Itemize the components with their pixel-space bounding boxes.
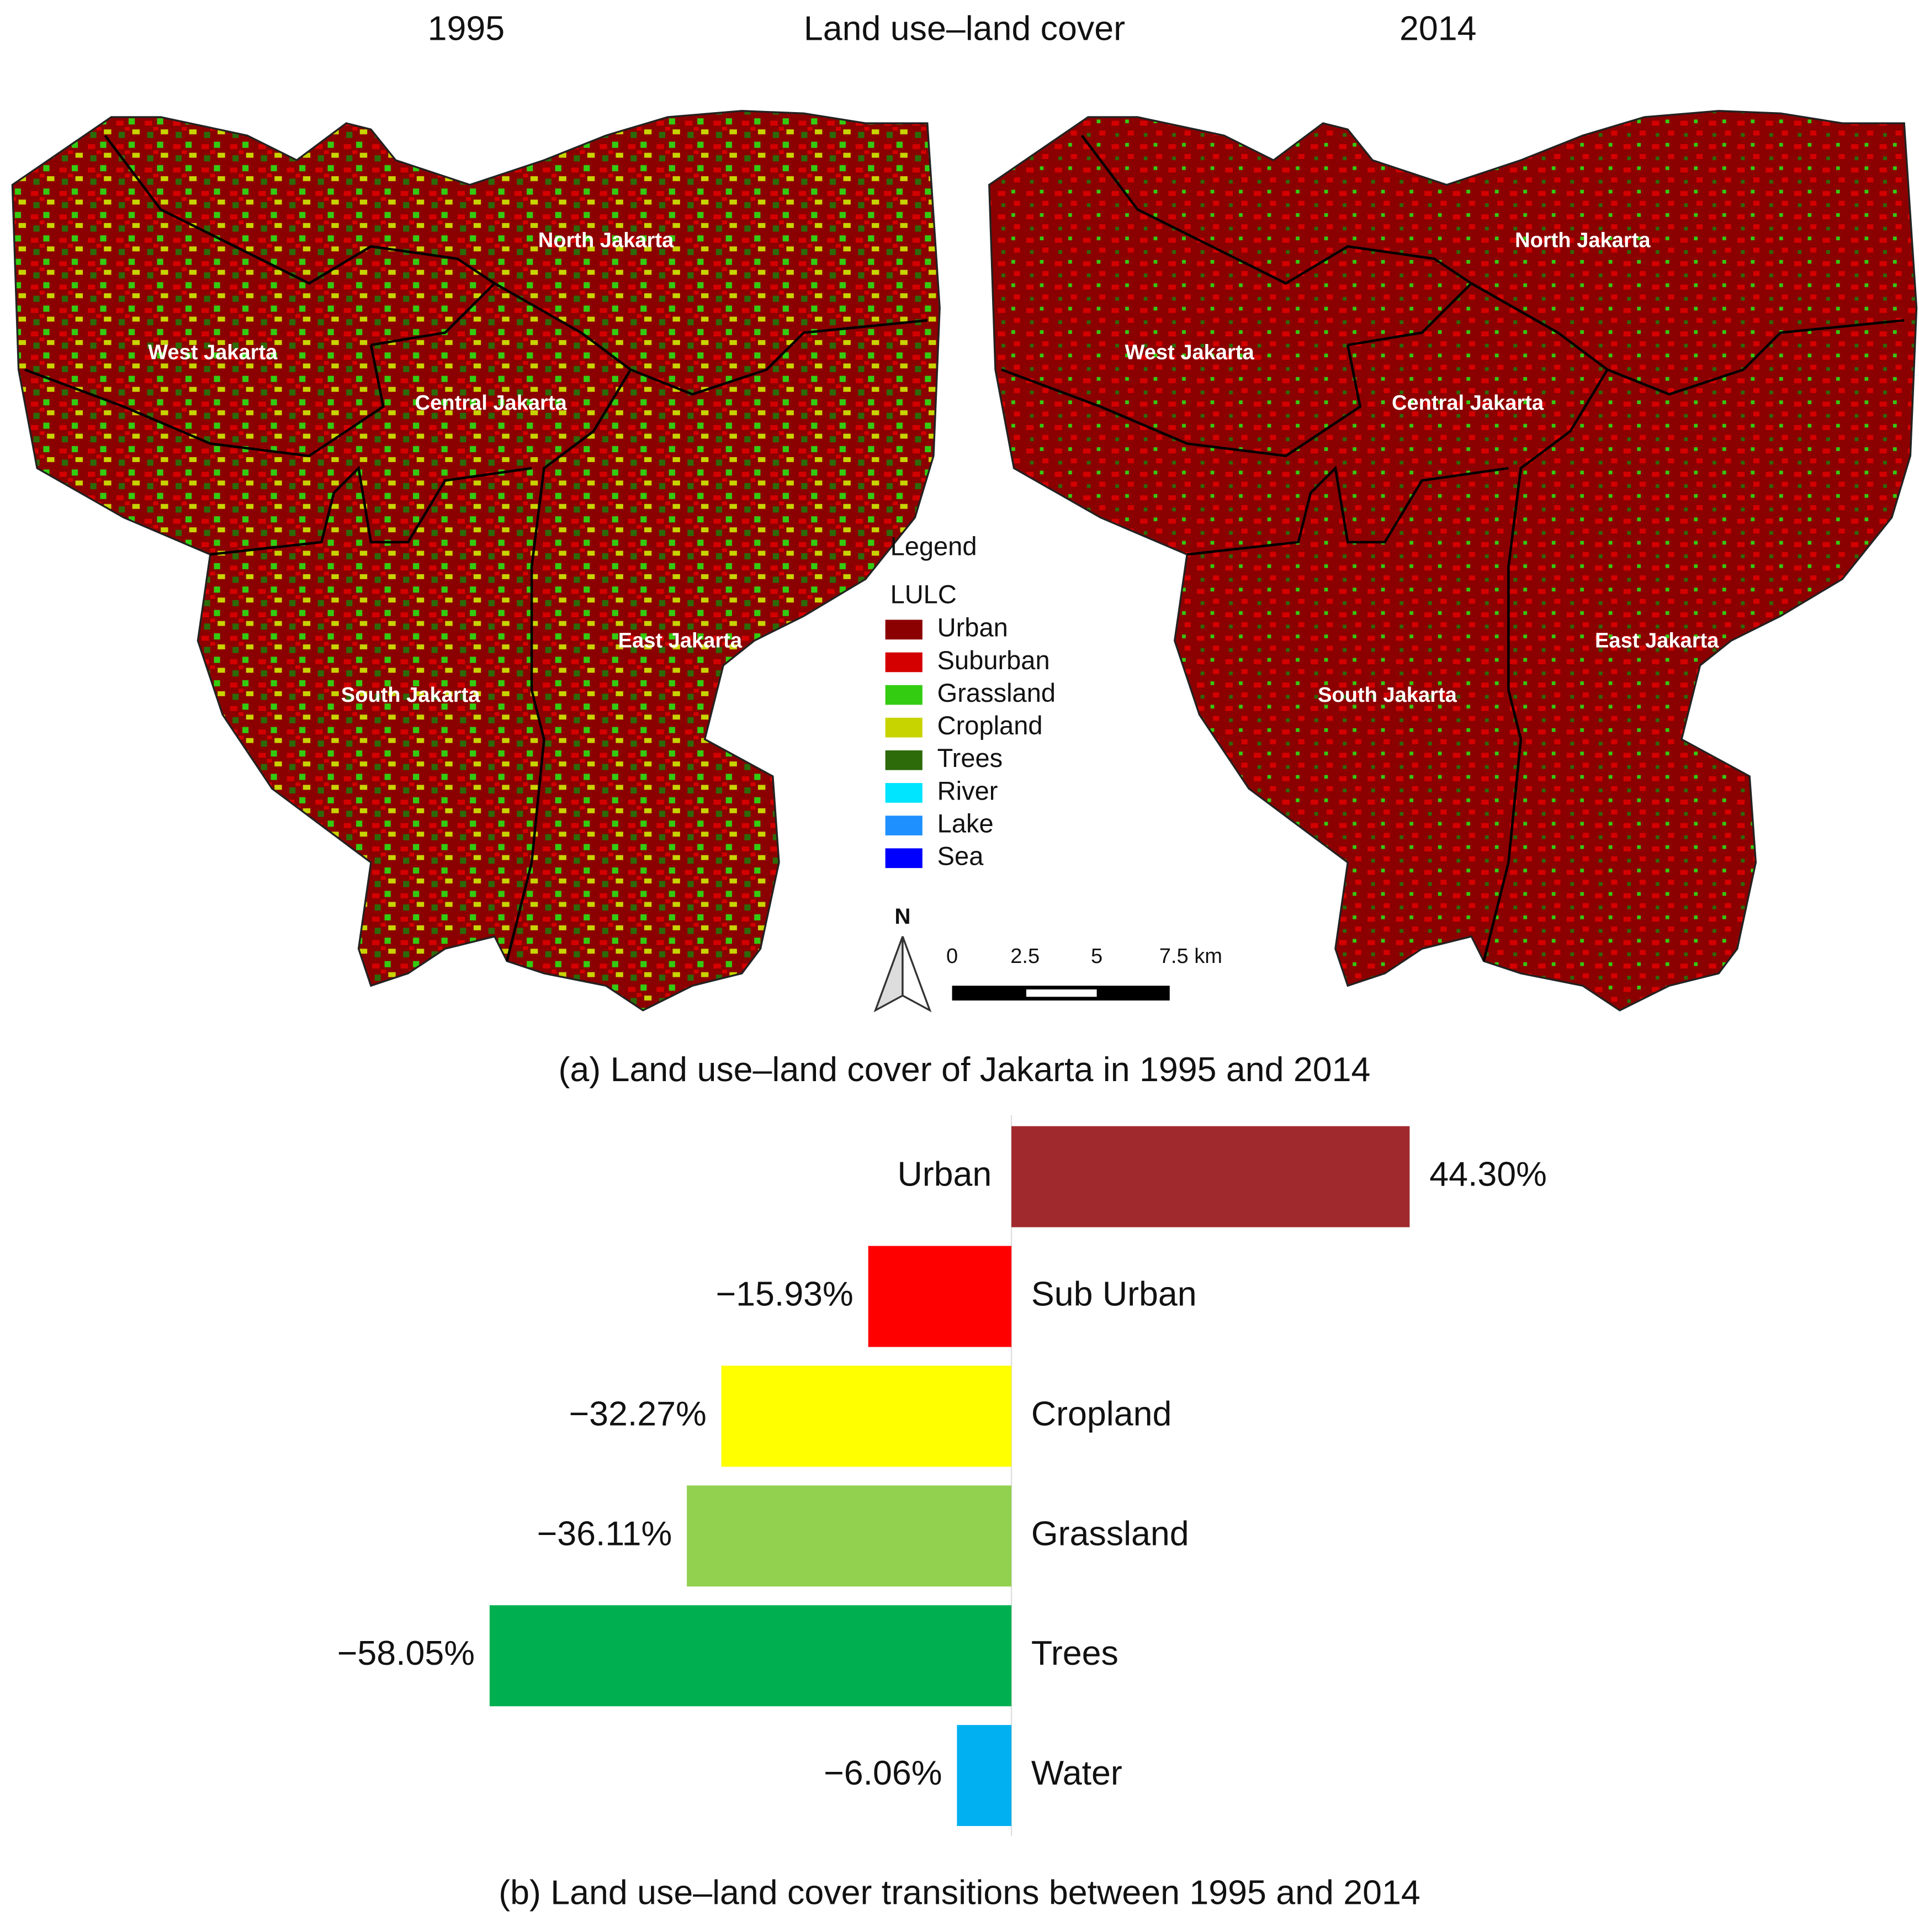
district-border [370, 282, 496, 347]
legend-label: Cropland [937, 711, 1043, 740]
legend-swatch [885, 848, 923, 869]
bar [868, 1246, 1012, 1347]
scale-bar [1026, 989, 1097, 997]
legend-label: Trees [937, 744, 1003, 772]
legend-swatch [885, 816, 923, 835]
north-arrow [873, 936, 904, 1013]
scale-label: 5 [1091, 945, 1102, 968]
district-label: South Jakarta [341, 684, 481, 707]
district-border [1186, 465, 1509, 556]
legend-label: Urban [937, 613, 1008, 642]
category-label: Cropland [1031, 1394, 1171, 1433]
year-right: 2014 [1400, 9, 1476, 47]
legend-label: Sea [937, 842, 984, 871]
legend-swatch [885, 717, 923, 738]
year-left: 1995 [428, 9, 505, 47]
scale-label: 0 [946, 945, 958, 968]
legend-swatch [885, 685, 923, 705]
district-label: Central Jakarta [1392, 391, 1544, 415]
district-border [104, 135, 927, 396]
north-label: N [894, 904, 910, 929]
category-label: Water [1031, 1754, 1122, 1792]
legend-swatch [885, 620, 923, 640]
scale-label: 7.5 km [1159, 945, 1222, 968]
district-label: Central Jakarta [415, 391, 568, 415]
legend-label: Grassland [937, 679, 1056, 707]
legend-title: Legend [890, 532, 977, 560]
district-label: South Jakarta [1318, 684, 1457, 707]
bar [957, 1725, 1012, 1827]
district-label: East Jakarta [618, 629, 743, 653]
category-label: Sub Urban [1031, 1275, 1197, 1314]
bar [721, 1365, 1012, 1467]
district-border [1080, 135, 1905, 396]
district-border [210, 465, 532, 556]
legend: Urban Suburban Grassland Cropland Trees River… [885, 613, 1056, 871]
caption-a: (a) Land use–land cover of Jakarta in 19… [559, 1050, 1371, 1089]
value-label: −36.11% [537, 1514, 672, 1553]
district-label: West Jakarta [148, 341, 278, 364]
legend-subtitle: LULC [890, 580, 957, 609]
legend-label: Suburban [937, 646, 1050, 675]
district-border [1001, 345, 1362, 457]
district-border [24, 345, 385, 457]
map-area [988, 110, 1918, 1012]
bar [1011, 1126, 1410, 1227]
district-label: North Jakarta [1515, 229, 1651, 252]
legend-swatch [885, 783, 923, 803]
district-label: East Jakarta [1595, 629, 1719, 653]
scale-labels: 0 2.5 5 7.5 km [946, 945, 1222, 968]
district-label: West Jakarta [1125, 341, 1254, 364]
district-border [1347, 282, 1472, 347]
value-label: −58.05% [337, 1634, 475, 1672]
legend-label: River [937, 776, 998, 805]
bar [687, 1485, 1012, 1587]
scale-label: 2.5 [1010, 945, 1040, 968]
category-label: Trees [1031, 1634, 1118, 1672]
bar-chart: Urban 44.30% Sub Urban −15.93% Cropland −32.2… [337, 1115, 1547, 1836]
bar [489, 1605, 1012, 1707]
value-label: −6.06% [824, 1754, 942, 1792]
legend-swatch [885, 652, 923, 673]
figure-title: Land use–land cover [804, 9, 1125, 47]
district-border [1482, 369, 1609, 962]
value-label: −32.27% [569, 1394, 707, 1433]
maps: North Jakarta West Jakarta Central Jakarta… [11, 110, 1918, 1012]
category-label: Grassland [1031, 1514, 1189, 1553]
legend-label: Lake [937, 809, 994, 838]
district-border [506, 369, 632, 962]
map-area [11, 110, 941, 1012]
value-label: 44.30% [1429, 1155, 1547, 1194]
caption-b: (b) Land use–land cover transitions betw… [499, 1873, 1420, 1912]
north-arrow [902, 936, 932, 1013]
category-label: Urban [897, 1155, 992, 1194]
district-label: North Jakarta [538, 229, 674, 252]
legend-swatch [885, 750, 923, 770]
value-label: −15.93% [716, 1275, 854, 1314]
